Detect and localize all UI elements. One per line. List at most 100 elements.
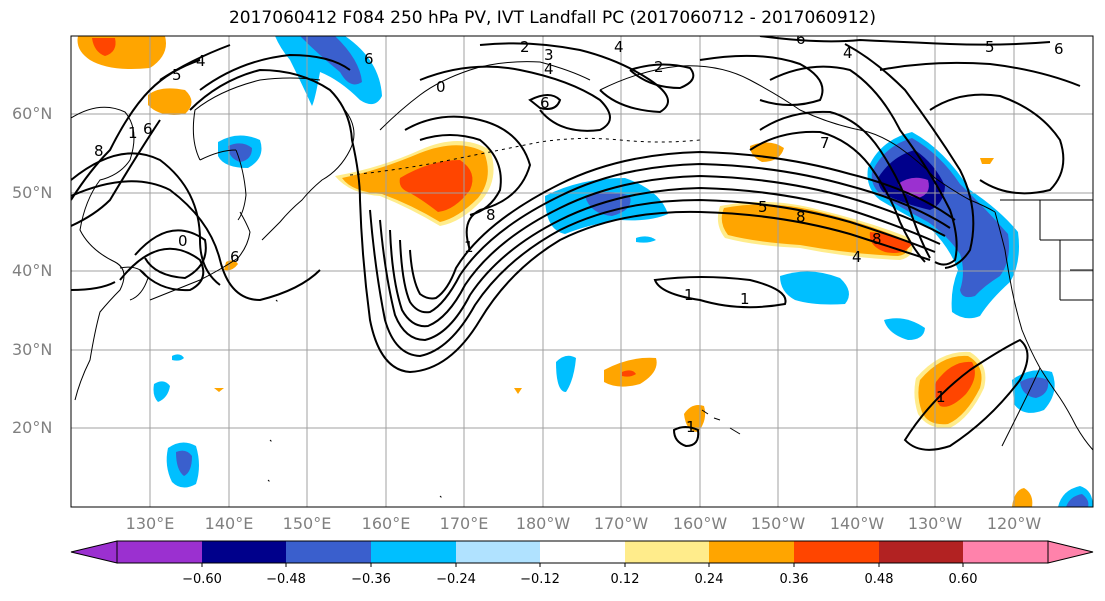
colorbar-tick-label: −0.36 — [351, 572, 391, 587]
lon-label: 150°W — [750, 514, 806, 533]
contour-top-1 — [419, 65, 611, 132]
contour-label: 6 — [796, 30, 806, 48]
pv-contours — [71, 36, 1081, 451]
contour-label: 8 — [486, 206, 496, 224]
lon-label: 160°W — [672, 514, 728, 533]
shade-sky-small1 — [556, 355, 576, 392]
coast-alaska — [599, 65, 996, 213]
lon-label: 140°E — [204, 514, 254, 533]
shade-red-nw — [92, 38, 116, 56]
coast-kamchatka — [261, 109, 355, 241]
contour-trough-w1 — [71, 180, 321, 302]
shade-red-east — [869, 232, 912, 253]
lon-label: 130°W — [907, 514, 963, 533]
colorbar-tick-label: −0.60 — [182, 572, 222, 587]
lon-label: 160°E — [361, 514, 411, 533]
contour-label: 8 — [872, 230, 882, 248]
colorbar-cell — [794, 541, 879, 563]
coast-sakhalin — [235, 149, 247, 221]
lon-label: 150°E — [282, 514, 332, 533]
coast-asia — [71, 106, 135, 401]
colorbar-cell — [202, 541, 286, 563]
contour-label: 5 — [758, 198, 768, 216]
contour-trough-w2 — [71, 152, 221, 286]
shade-sky-e40 — [780, 271, 849, 305]
colorbar-cell — [117, 541, 202, 563]
shade-sky-dot — [636, 236, 656, 243]
shade-sky-e33 — [884, 318, 925, 340]
contour-top-3 — [528, 94, 562, 110]
colorbar-cell — [456, 541, 540, 563]
lat-label: 60°N — [12, 104, 53, 123]
contour-one-e — [653, 276, 787, 309]
contour-label: 5 — [172, 66, 182, 84]
shade-sky-small3 — [172, 354, 184, 361]
contour-label: 1 — [686, 418, 696, 436]
coast-korea — [119, 266, 149, 301]
contour-trough-m6 — [409, 150, 956, 300]
contour-ne-1 — [769, 65, 958, 266]
contour-ridge-w2 — [199, 53, 351, 91]
colorbar-tick-label: 0.48 — [864, 572, 894, 587]
coast-japan — [149, 211, 251, 301]
contour-label: 3 — [544, 46, 554, 64]
contour-label: 0 — [436, 78, 446, 96]
coast-hawaii — [701, 409, 741, 435]
contour-label: 6 — [1054, 40, 1064, 58]
coast-chukotka — [379, 61, 591, 131]
contour-trough-m5 — [399, 162, 951, 314]
contour-label: 4 — [843, 44, 853, 62]
shade-orange-nw — [77, 36, 166, 69]
shade-blue-sw — [176, 450, 192, 476]
contour-label: 4 — [852, 248, 862, 266]
shade-orange-dot2 — [224, 260, 238, 271]
contour-label: 1 — [128, 124, 138, 142]
contour-loop-170e-b — [419, 134, 502, 216]
shade-red-s1 — [622, 370, 636, 377]
shade-orange-small — [148, 88, 192, 115]
contour-one-se — [903, 338, 1029, 451]
colorbar — [70, 540, 1094, 567]
gridlines — [71, 36, 1093, 507]
contour-trough-m1 — [359, 199, 931, 374]
lat-label: 50°N — [12, 183, 53, 202]
colorbar-cell — [879, 541, 963, 563]
shade-sky-small2 — [153, 381, 170, 402]
contour-top-4 — [629, 63, 695, 90]
contour-left-3 — [71, 281, 116, 291]
contour-ne-3 — [749, 130, 926, 263]
contour-trough-m3 — [379, 186, 941, 342]
contour-ne-2 — [759, 110, 931, 259]
coast-okhotsk — [192, 77, 321, 161]
contour-label: 1 — [936, 388, 946, 406]
lon-label: 120°W — [986, 514, 1042, 533]
colorbar-tick-label: 0.60 — [948, 572, 978, 587]
map-frame — [70, 35, 1094, 508]
shade-blue-se — [1020, 377, 1049, 398]
lon-label: 180°W — [515, 514, 571, 533]
contour-label: 4 — [614, 38, 624, 56]
lon-label: 170°E — [439, 514, 489, 533]
contour-label: 1 — [740, 290, 750, 308]
contour-top-6 — [759, 36, 1051, 46]
map-area: 5 4 6 1 8 6 0 2 3 4 2 4 6 0 8 1 6 5 6 7 … — [71, 30, 1093, 507]
contour-labels: 5 4 6 1 8 6 0 2 3 4 2 4 6 0 8 1 6 5 6 7 … — [94, 30, 1064, 436]
contour-label: 2 — [520, 38, 530, 56]
contour-left-2 — [71, 119, 161, 227]
colorbar-cell — [540, 541, 625, 563]
lat-label: 20°N — [12, 418, 53, 437]
contour-label: 1 — [684, 286, 694, 304]
lon-label: 140°W — [829, 514, 885, 533]
colorbar-tick-label: 0.24 — [694, 572, 724, 587]
contour-label: 6 — [143, 120, 153, 138]
colorbar-tick-label: −0.24 — [436, 572, 476, 587]
shade-orange-dot5 — [980, 158, 994, 164]
contour-label: 2 — [654, 58, 664, 76]
contour-top-5 — [699, 54, 824, 106]
contour-trough-w4 — [134, 229, 207, 280]
shade-blue-sakhalin — [228, 143, 252, 162]
contour-label: 4 — [544, 60, 554, 78]
contour-label: 0 — [178, 232, 188, 250]
shade-orange-dot4 — [214, 388, 224, 392]
contour-top-2 — [479, 42, 669, 114]
